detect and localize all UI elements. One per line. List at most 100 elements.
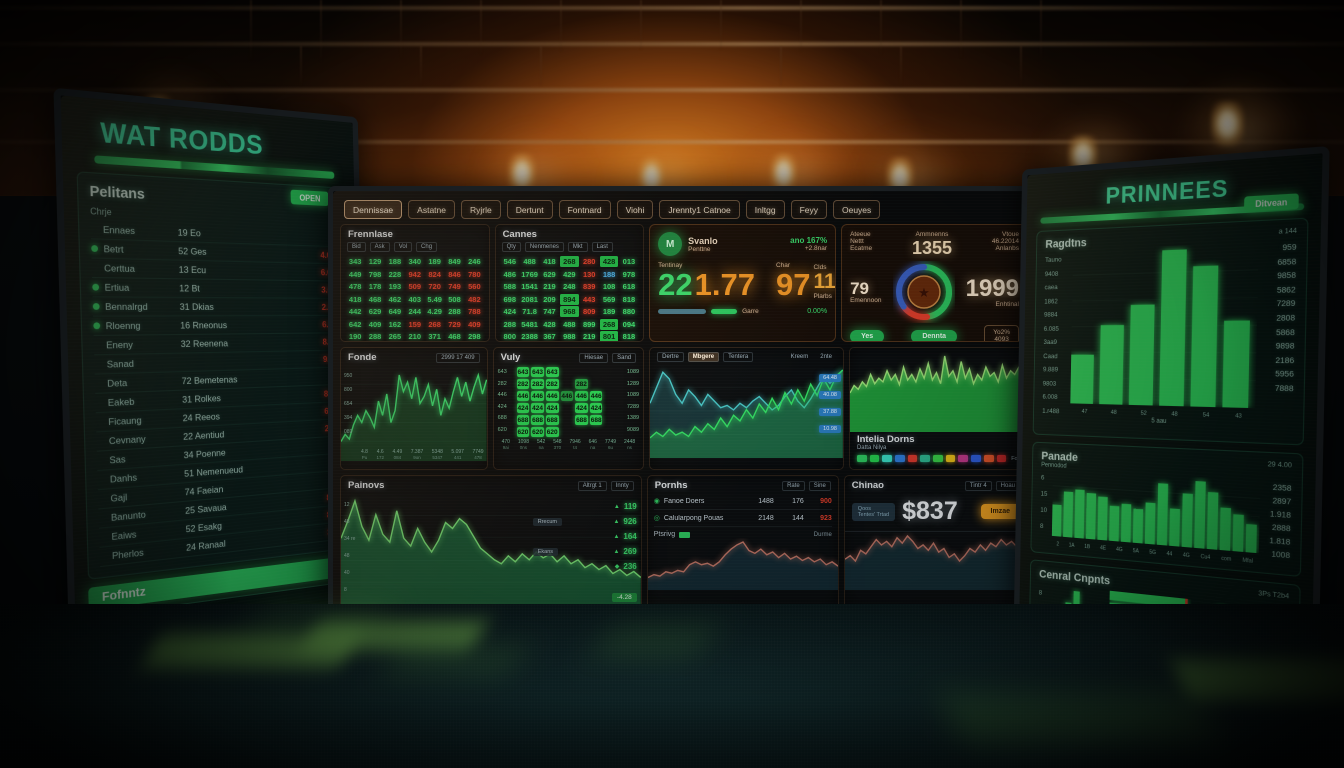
chinao-action-button[interactable]: Imzae (980, 504, 1020, 519)
panel-chinao: Chinao Tintr 4 Hoau Qoos Tentes' Trtad $8… (843, 475, 1028, 609)
gauge-btn-left[interactable]: Yes (850, 329, 885, 341)
legend-chip-8[interactable] (958, 455, 969, 462)
pornhs-row[interactable]: ◎ Calularpong Pouas 2148 144 923 (653, 510, 832, 527)
quote-cell: 246 (468, 257, 481, 266)
quote-chip-3[interactable]: Chg (416, 242, 438, 252)
legend-chip-6[interactable] (933, 455, 943, 462)
quote-chip-3[interactable]: Last (591, 242, 613, 252)
quote-cell: 265 (388, 332, 402, 341)
right-label: 9858 (1277, 270, 1297, 281)
vully-chip-1[interactable]: Sand (612, 352, 637, 363)
row-status-dot (96, 419, 103, 426)
quote-chip-2[interactable]: Vol (393, 242, 413, 252)
y-tick: 089 (344, 429, 353, 435)
quote-chip-2[interactable]: Mkt (567, 242, 588, 252)
nav-pill-3[interactable]: Dertunt (506, 200, 553, 219)
quote-cell: 288 (503, 319, 516, 329)
y-label: 9.889 (1042, 366, 1059, 374)
cannes-chips[interactable]: Qty Nenmenes Mkt Last (496, 242, 644, 254)
y-label: 3aa9 (1043, 338, 1057, 347)
heatmap-cell (561, 415, 574, 425)
quote-cell: 629 (368, 307, 382, 316)
midgets-tab-1[interactable]: Mbgere (687, 352, 720, 362)
pornhs-chip-1[interactable]: Sine (808, 480, 831, 491)
row-status-dot (97, 457, 104, 464)
heatmap-col-label: 542 na (537, 439, 545, 450)
heatmap-cell: 643 (545, 367, 559, 377)
row-detail: 72 Bemetenas (181, 373, 238, 387)
row-detail: 24 Reeos (182, 410, 221, 424)
quote-cell: 468 (368, 294, 382, 304)
midgets-tabs[interactable]: Dertre Mbgere Tentera (657, 352, 754, 362)
quote-cell: 988 (563, 332, 576, 341)
legend-chip-11[interactable] (996, 455, 1007, 462)
heatmap-right-label: 1089 (626, 369, 640, 375)
heatmap-cell (604, 367, 617, 377)
legend-chip-10[interactable] (983, 455, 994, 462)
nav-pill-2[interactable]: Ryjrle (461, 200, 501, 219)
row-status-dot (95, 399, 102, 406)
heatmap-cell: 446 (545, 391, 559, 401)
nav-pill-9[interactable]: Oeuyes (832, 200, 881, 219)
quote-cell: 978 (622, 269, 636, 279)
gauge-btn-right[interactable]: Dennta (911, 329, 958, 341)
quote-cell: 720 (428, 282, 441, 291)
quote-cell: 280 (582, 257, 596, 266)
right-value: 11 (813, 270, 836, 293)
legend-chip-1[interactable] (869, 455, 880, 462)
nav-pill-0[interactable]: Dennissae (344, 200, 403, 219)
main-nav[interactable]: Dennissae Astatne Ryjrle Dertunt Fontnard Vio… (340, 197, 1028, 224)
heatmap-cell (604, 403, 617, 413)
frennlase-chips[interactable]: Bid Ask Vol Chg (341, 242, 489, 254)
pornhs-row[interactable]: ◉ Fanoe Doers 1488 176 900 (653, 493, 832, 510)
heatmap-cell (575, 427, 588, 437)
legend-chip-5[interactable] (920, 455, 931, 462)
chinao-chip-0[interactable]: Tintr 4 (964, 480, 992, 491)
quote-chip-0[interactable]: Qty (501, 242, 521, 252)
midgets-tab-2[interactable]: Tentera (723, 352, 754, 362)
panel-panade: Panade Pennodod 29 4.00 6 15 10 8 2 1A 1B 4E 4G… (1030, 441, 1304, 578)
row-name: Pherlos (111, 546, 144, 562)
gauge-left-label-1: Ateeue (850, 231, 871, 238)
heatmap-cell: 688 (531, 415, 544, 425)
nav-pill-6[interactable]: Jrennty1 Catnoe (659, 200, 740, 219)
quote-cell: 560 (468, 282, 481, 291)
quote-chip-1[interactable]: Nenmenes (524, 242, 564, 252)
vully-chip-0[interactable]: Hiesae (579, 352, 609, 363)
quote-cell: 729 (448, 319, 461, 329)
painovs-footer-value: -4.28 (611, 593, 637, 602)
heatmap-cell: 620 (545, 427, 559, 437)
quote-cell: 618 (622, 282, 636, 291)
nav-pill-7[interactable]: Inltgg (745, 200, 785, 219)
legend-chip-4[interactable] (907, 455, 918, 462)
quote-cell: 2081 (521, 294, 538, 304)
legend-chip-2[interactable] (882, 455, 892, 462)
nav-pill-4[interactable]: Fontnard (558, 200, 611, 219)
legend-chip-7[interactable] (945, 455, 956, 462)
painovs-chip-0[interactable]: Altrgt 1 (577, 480, 607, 491)
row-detail: 16 Rneonus (180, 319, 228, 331)
quote-cell: 649 (388, 307, 402, 316)
row-name: Rloenng (105, 319, 141, 332)
legend-chip-3[interactable] (895, 455, 905, 462)
nav-pill-1[interactable]: Astatne (408, 200, 455, 219)
pornhs-chip-0[interactable]: Rate (782, 480, 805, 491)
x-label: Mfal (1242, 557, 1253, 565)
legend-chip-9[interactable] (971, 455, 981, 462)
painovs-meta[interactable]: Altrgt 1 Innty (577, 480, 634, 491)
nav-pill-5[interactable]: Viohi (616, 200, 654, 219)
legend-chip-0[interactable] (856, 455, 867, 462)
heatmap-right-label: 7289 (626, 403, 640, 410)
nav-pill-8[interactable]: Feyy (790, 200, 827, 219)
midgets-tab-0[interactable]: Dertre (657, 352, 684, 362)
painovs-chip-1[interactable]: Innty (610, 480, 634, 491)
quote-cell: 188 (602, 269, 616, 279)
quote-cell: 468 (448, 332, 461, 341)
gauge-right-label-3: Anlanbs (995, 245, 1020, 252)
quote-chip-0[interactable]: Bid (347, 242, 366, 252)
quote-chip-1[interactable]: Ask (369, 242, 390, 252)
right-board-badge[interactable]: Ditvean (1244, 193, 1299, 212)
